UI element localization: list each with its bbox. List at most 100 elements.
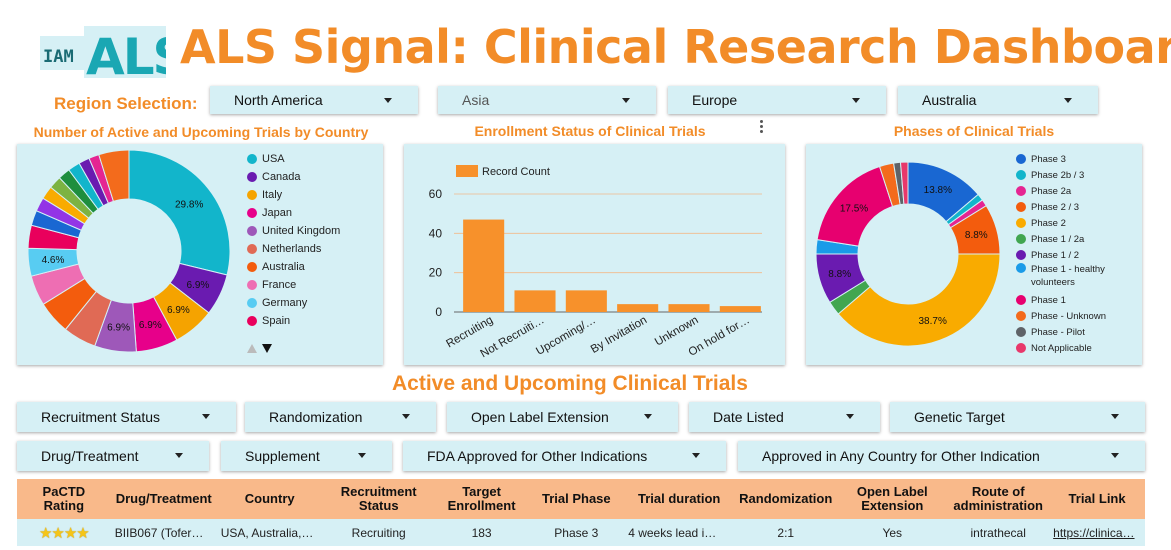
table-row[interactable]: ★★★★ BIIB067 (Tofer… USA, Australia,… Re… — [17, 519, 1145, 546]
legend-label: Spain — [262, 315, 291, 327]
region-dropdown-australia[interactable]: Australia — [898, 86, 1098, 114]
cell-country: USA, Australia,… — [216, 519, 323, 546]
country-legend-item[interactable]: Australia — [247, 258, 340, 276]
col-header-duration[interactable]: Trial duration — [624, 479, 735, 519]
phase-slice-label: 8.8% — [828, 269, 851, 280]
bar[interactable] — [719, 306, 761, 312]
country-slice[interactable] — [128, 149, 231, 276]
col-header-ole[interactable]: Open Label Extension — [837, 479, 948, 519]
phase-legend-item[interactable]: Not Applicable — [1016, 340, 1140, 356]
chevron-down-icon — [846, 414, 854, 419]
country-slice[interactable] — [98, 149, 130, 203]
enrollment-chart-panel: 0 20 40 60 Recruiting Not Recruiti… Upcoming/…… — [404, 144, 785, 365]
legend-swatch-icon — [247, 226, 257, 236]
phase-slice-label: 13.8% — [924, 185, 952, 196]
col-header-status[interactable]: Recruitment Status — [322, 479, 435, 519]
legend-label: Japan — [262, 207, 292, 219]
region-dropdown-north-america[interactable]: North America — [210, 86, 418, 114]
filter-drug-treatment[interactable]: Drug/Treatment — [17, 441, 209, 471]
bar[interactable] — [463, 219, 505, 312]
filter-label: Randomization — [269, 409, 363, 425]
phase-legend-item[interactable]: Phase 2b / 3 — [1016, 167, 1140, 183]
more-options-icon[interactable] — [760, 120, 764, 134]
filter-supplement[interactable]: Supplement — [221, 441, 392, 471]
col-header-route[interactable]: Route of administration — [947, 479, 1050, 519]
col-header-country[interactable]: Country — [216, 479, 323, 519]
region-dropdown-europe[interactable]: Europe — [668, 86, 886, 114]
country-legend-item[interactable]: Spain — [247, 312, 340, 330]
phase-legend-item[interactable]: Phase 1 — [1016, 292, 1140, 308]
legend-swatch-icon — [456, 165, 478, 177]
bar[interactable] — [617, 304, 659, 312]
col-header-rating[interactable]: PaCTD Rating — [17, 479, 111, 519]
country-legend-item[interactable]: France — [247, 276, 340, 294]
phase-slice[interactable] — [837, 253, 1001, 347]
country-chart-panel: 29.8% 6.9% 6.9% 6.9% 6.9% 4.6% USA Canada Italy… — [17, 144, 383, 365]
y-tick-label: 0 — [435, 305, 442, 319]
filter-randomization[interactable]: Randomization — [245, 402, 436, 432]
col-header-phase[interactable]: Trial Phase — [528, 479, 625, 519]
legend-label: Netherlands — [262, 243, 322, 255]
filter-label: Supplement — [245, 448, 320, 464]
phase-legend-item[interactable]: Phase 2 / 3 — [1016, 199, 1140, 215]
country-legend-item[interactable]: Netherlands — [247, 240, 340, 258]
legend-label: Italy — [262, 189, 283, 201]
legend-swatch-icon — [1016, 218, 1026, 228]
legend-swatch-icon — [247, 208, 257, 218]
col-header-randomization[interactable]: Randomization — [734, 479, 838, 519]
legend-page-up-icon[interactable] — [247, 344, 257, 353]
chevron-down-icon — [384, 98, 392, 103]
col-header-link[interactable]: Trial Link — [1049, 479, 1145, 519]
legend-swatch-icon — [247, 280, 257, 290]
cell-trial-link[interactable]: https://clinica… — [1049, 519, 1145, 546]
region-dropdown-asia[interactable]: Asia — [438, 86, 656, 114]
filter-approved-any-country[interactable]: Approved in Any Country for Other Indica… — [738, 441, 1145, 471]
legend-swatch-icon — [1016, 170, 1026, 180]
country-legend-item[interactable]: Italy — [247, 186, 340, 204]
bar[interactable] — [514, 290, 556, 312]
filter-genetic-target[interactable]: Genetic Target — [890, 402, 1145, 432]
phase-legend-item[interactable]: Phase - Pilot — [1016, 324, 1140, 340]
chevron-down-icon — [358, 453, 366, 458]
col-header-enrollment[interactable]: Target Enrollment — [434, 479, 529, 519]
legend-label: Phase 1 - healthy volunteers — [1031, 264, 1105, 288]
col-header-drug[interactable]: Drug/Treatment — [110, 479, 217, 519]
legend-swatch-icon — [1016, 263, 1026, 273]
phase-legend-item[interactable]: Phase 2 — [1016, 215, 1140, 231]
legend-label: Phase 1 / 2 — [1031, 249, 1080, 261]
bar[interactable] — [668, 304, 710, 312]
legend-swatch-icon — [247, 244, 257, 254]
filter-label: Approved in Any Country for Other Indica… — [762, 448, 1040, 464]
filter-open-label-extension[interactable]: Open Label Extension — [447, 402, 678, 432]
cell-ole: Yes — [837, 519, 948, 546]
country-legend: USA Canada Italy Japan United Kingdom Netherl… — [247, 150, 340, 330]
filter-label: Drug/Treatment — [41, 448, 139, 464]
phase-legend-item[interactable]: Phase 1 - healthy volunteers — [1016, 263, 1140, 289]
country-legend-item[interactable]: USA — [247, 150, 340, 168]
legend-swatch-icon — [247, 262, 257, 272]
phase-legend-item[interactable]: Phase 1 / 2a — [1016, 231, 1140, 247]
legend-label: Not Applicable — [1031, 342, 1092, 354]
legend-page-down-icon[interactable] — [262, 344, 272, 353]
country-legend-item[interactable]: United Kingdom — [247, 222, 340, 240]
legend-swatch-icon — [1016, 311, 1026, 321]
filter-date-listed[interactable]: Date Listed — [689, 402, 880, 432]
legend-label: Australia — [262, 261, 305, 273]
country-legend-item[interactable]: Canada — [247, 168, 340, 186]
legend-swatch-icon — [247, 316, 257, 326]
phase-legend-item[interactable]: Phase 1 / 2 — [1016, 247, 1140, 263]
dropdown-value: Asia — [462, 92, 490, 108]
phase-legend-item[interactable]: Phase - Unknown — [1016, 308, 1140, 324]
bar[interactable] — [565, 290, 607, 312]
phase-legend-item[interactable]: Phase 3 — [1016, 151, 1140, 167]
filter-recruitment-status[interactable]: Recruitment Status — [17, 402, 236, 432]
chevron-down-icon — [175, 453, 183, 458]
country-legend-item[interactable]: Japan — [247, 204, 340, 222]
filter-fda-approved[interactable]: FDA Approved for Other Indications — [403, 441, 726, 471]
cell-enrollment: 183 — [434, 519, 529, 546]
phase-slice[interactable] — [899, 161, 909, 205]
phase-legend-item[interactable]: Phase 2a — [1016, 183, 1140, 199]
legend-label: Phase 2 / 3 — [1031, 201, 1080, 213]
chevron-down-icon — [622, 98, 630, 103]
country-legend-item[interactable]: Germany — [247, 294, 340, 312]
